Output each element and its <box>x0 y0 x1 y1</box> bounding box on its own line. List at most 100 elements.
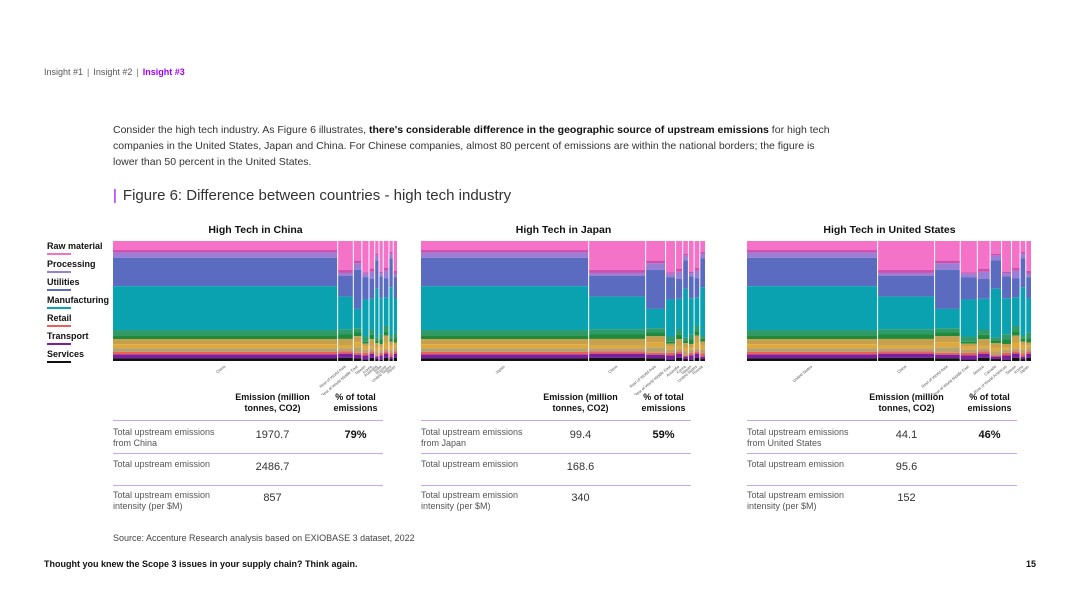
mosaic-segment <box>375 260 379 289</box>
mosaic-segment <box>589 269 646 273</box>
mosaic-segment <box>379 339 383 344</box>
mosaic-segment <box>1012 348 1020 352</box>
mosaic-segment <box>383 278 389 298</box>
mosaic-segment <box>990 356 1002 360</box>
mosaic-segment <box>113 339 338 345</box>
mosaic-column-label: Japan <box>385 364 397 375</box>
mosaic-segment <box>990 355 1002 357</box>
mosaic-segment <box>369 348 375 352</box>
mosaic-segment <box>389 336 393 339</box>
mosaic-segment <box>353 352 362 355</box>
mosaic-segment <box>338 338 353 346</box>
mosaic-segment <box>694 353 700 358</box>
mosaic-segment <box>747 344 878 349</box>
mosaic-segment <box>646 263 666 270</box>
mosaic-segment <box>383 267 389 271</box>
mosaic-segment <box>393 298 397 333</box>
mosaic-segment <box>113 286 338 331</box>
nav-separator: | <box>87 67 90 77</box>
mosaic-segment <box>1020 359 1026 361</box>
mosaic-segment <box>666 341 676 344</box>
mosaic-segment <box>338 269 353 273</box>
mosaic-segment <box>878 357 935 361</box>
mosaic-segment <box>700 356 705 360</box>
mosaic-segment <box>694 278 700 298</box>
mosaic-segment <box>694 297 700 326</box>
mosaic-column <box>666 241 676 361</box>
mosaic-segment <box>960 299 977 337</box>
mosaic-segment <box>1020 345 1026 350</box>
mosaic-segment <box>666 336 676 342</box>
mosaic-segment <box>676 298 683 330</box>
header-percent: % of total emissions <box>641 392 686 413</box>
mosaic-segment <box>676 278 683 299</box>
mosaic-segment <box>694 270 700 279</box>
mosaic-segment <box>389 356 393 360</box>
insight-nav: Insight #1 | Insight #2 | Insight #3 <box>44 67 185 77</box>
mosaic-segment <box>688 271 694 274</box>
mosaic-segment <box>666 299 676 337</box>
mosaic-column <box>688 241 694 361</box>
mosaic-segment <box>338 348 353 352</box>
mosaic-segment <box>353 308 362 329</box>
mosaic-segment <box>676 351 683 354</box>
legend-swatch <box>47 253 71 255</box>
mosaic-segment <box>676 334 683 340</box>
mosaic-segment <box>379 276 383 299</box>
mosaic-segment <box>666 359 676 361</box>
nav-insight-2[interactable]: Insight #2 <box>93 67 133 77</box>
mosaic-segment <box>421 257 589 287</box>
header-percent: % of total emissions <box>967 392 1012 413</box>
mosaic-segment <box>688 339 694 344</box>
legend-item: Raw material <box>47 241 109 259</box>
mosaic-segment <box>683 340 688 344</box>
mosaic-column <box>990 241 1002 361</box>
mosaic-segment <box>676 353 683 358</box>
row-label: Total upstream emissions from China <box>113 427 215 448</box>
mosaic-segment <box>1020 336 1026 339</box>
mosaic-segment <box>421 286 589 331</box>
nav-insight-1[interactable]: Insight #1 <box>44 67 84 77</box>
mosaic-segment <box>113 335 338 340</box>
mosaic-segment <box>375 255 379 261</box>
mosaic-segment <box>338 275 353 297</box>
mosaic-segment <box>589 345 646 349</box>
mosaic-segment <box>375 253 379 256</box>
row-label: Total upstream emissions from United Sta… <box>747 427 849 448</box>
mosaic-segment <box>977 268 990 272</box>
mosaic-segment <box>1020 349 1026 354</box>
mosaic-segment <box>589 241 646 270</box>
mosaic-segment <box>369 345 375 349</box>
panel-title: High Tech in Japan <box>515 224 612 236</box>
mosaic-segment <box>646 332 666 337</box>
row-value: 2486.7 <box>255 461 290 473</box>
mosaic-segment <box>747 335 878 340</box>
mosaic-segment <box>683 359 688 361</box>
row-label: Total upstream emission intensity (per $… <box>113 490 211 511</box>
mosaic-segment <box>362 341 369 344</box>
mosaic-segment <box>960 349 977 353</box>
mosaic-segment <box>878 334 935 339</box>
mosaic-segment <box>353 354 362 359</box>
mosaic-segment <box>1002 298 1012 335</box>
mosaic-segment <box>421 358 589 361</box>
mosaic-segment <box>353 269 362 309</box>
mosaic-segment <box>935 336 960 343</box>
mosaic-segment <box>379 355 383 360</box>
mosaic-segment <box>977 329 990 335</box>
row-percent: 79% <box>344 429 367 441</box>
mosaic-segment <box>1026 351 1031 354</box>
mosaic-segment <box>1020 241 1026 252</box>
mosaic-segment <box>990 253 1002 256</box>
mosaic-column <box>747 241 878 361</box>
mosaic-segment <box>362 336 369 342</box>
nav-insight-3[interactable]: Insight #3 <box>142 67 185 77</box>
mosaic-segment <box>747 252 878 258</box>
mosaic-segment <box>421 339 589 345</box>
mosaic-segment <box>688 355 694 360</box>
mosaic-segment <box>1020 258 1026 288</box>
mosaic-segment <box>1020 356 1026 360</box>
mosaic-segment <box>878 338 935 346</box>
mosaic-segment <box>1012 325 1020 332</box>
mosaic-segment <box>375 288 379 338</box>
